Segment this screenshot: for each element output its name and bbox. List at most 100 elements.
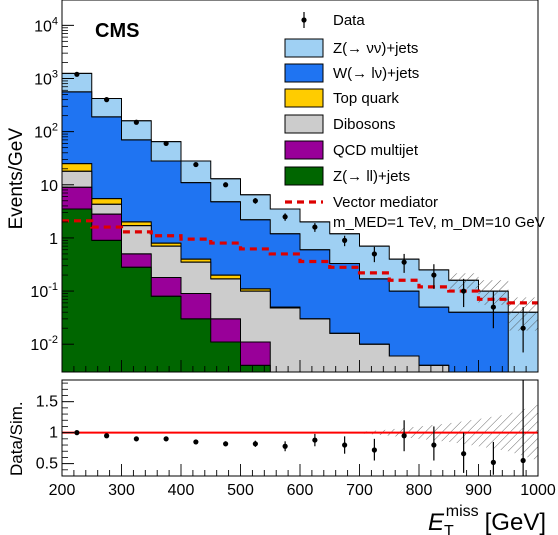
legend-entry-signal: Vector mediator m_MED=1 TeV, m_DM=10 GeV — [285, 194, 545, 231]
legend-label: Top quark — [333, 90, 399, 107]
signal-line — [62, 219, 538, 305]
ratio-marker — [371, 447, 377, 453]
data-points — [74, 71, 526, 353]
legend-entry: QCD multijet — [284, 140, 419, 160]
x-axis-label-sup: miss — [446, 503, 479, 520]
ratio-marker — [431, 442, 437, 448]
ratio-point — [193, 439, 199, 445]
ratio-marker — [74, 430, 80, 436]
y-tick-label: 10-2 — [30, 334, 58, 354]
data-marker — [223, 182, 229, 188]
ratio-point — [282, 441, 288, 452]
data-marker — [74, 71, 80, 77]
data-marker — [401, 259, 407, 265]
data-point — [252, 198, 258, 204]
legend-entry: W(→ lν)+jets — [284, 63, 419, 83]
data-marker — [282, 214, 288, 220]
data-point — [371, 246, 377, 263]
ratio-x-tick-label: 600 — [287, 482, 314, 499]
legend-label: Vector mediator — [333, 194, 438, 211]
data-marker — [193, 161, 199, 168]
data-marker — [104, 97, 110, 103]
ratio-x-tick-label: 900 — [465, 482, 492, 499]
legend-swatch — [284, 140, 324, 160]
ratio-point — [401, 420, 407, 452]
legend: Data Z(→ νν)+jets W(→ lν)+jets Top quark Dib… — [284, 12, 545, 231]
data-point — [520, 307, 526, 353]
ratio-y-axis: 0.5 1 1.5 — [36, 382, 74, 473]
y-tick-label: 104 — [34, 15, 58, 35]
ratio-point — [461, 432, 467, 473]
cms-label: CMS — [95, 20, 139, 42]
data-marker — [163, 140, 169, 147]
data-marker — [490, 304, 496, 310]
y-tick-label: 103 — [34, 68, 58, 88]
ratio-marker — [312, 437, 318, 443]
legend-entry: Dibosons — [284, 114, 396, 134]
ratio-y-tick-label: 0.5 — [36, 456, 58, 473]
legend-label: W(→ lν)+jets — [333, 65, 419, 82]
x-axis-label: ETmiss [GeV] — [428, 503, 546, 535]
main-x-ticks — [61, 360, 539, 372]
ratio-panel: 0.5 1 1.5 200 300 400 500 600 700 800 900 1000 Dat… — [7, 379, 556, 535]
ratio-marker — [520, 457, 526, 464]
ratio-points — [74, 380, 526, 476]
data-marker — [431, 272, 437, 278]
y-tick-label: 1 — [49, 231, 58, 248]
ratio-point — [133, 436, 139, 442]
ratio-point — [223, 441, 229, 447]
legend-entry: Z(→ ll)+jets — [284, 166, 410, 186]
ratio-point — [252, 440, 258, 447]
data-point — [342, 235, 348, 247]
data-point — [490, 291, 496, 329]
ratio-x-tick-label: 700 — [346, 482, 373, 499]
ratio-x-tick-label: 300 — [108, 482, 135, 499]
legend-label: QCD multijet — [333, 142, 419, 159]
stack-z-ll-jets — [62, 208, 538, 372]
ratio-point — [431, 426, 437, 461]
data-point — [282, 213, 288, 221]
ratio-x-tick-label: 500 — [227, 482, 254, 499]
ratio-marker — [193, 439, 199, 445]
data-point — [104, 97, 110, 103]
y-tick-label: 102 — [34, 122, 58, 142]
ratio-marker — [490, 459, 496, 465]
stack-histograms — [62, 72, 538, 372]
ratio-x-tick-label: 200 — [49, 482, 76, 499]
data-point — [461, 278, 467, 308]
x-axis-label-symbol: E — [428, 509, 445, 535]
legend-entry: Top quark — [284, 88, 399, 108]
ratio-marker — [252, 441, 258, 447]
ratio-point — [104, 433, 110, 439]
main-y-axis: 10-2 10-1 1 10 102 103 104 — [30, 15, 74, 354]
data-point — [193, 161, 199, 168]
ratio-marker — [461, 451, 467, 457]
ratio-y-tick-label: 1.5 — [36, 394, 58, 411]
data-point — [163, 140, 169, 147]
ratio-point — [342, 436, 348, 454]
ratio-marker — [282, 443, 288, 449]
legend-entry: Z(→ νν)+jets — [284, 38, 418, 58]
legend-swatch — [284, 38, 324, 58]
data-point — [223, 182, 229, 188]
data-point — [74, 71, 80, 77]
legend-label-line2: m_MED=1 TeV, m_DM=10 GeV — [333, 214, 545, 231]
ratio-x-axis: 200 300 400 500 600 700 800 900 1000 — [49, 464, 556, 499]
data-marker — [520, 325, 526, 331]
ratio-x-tick-label: 1000 — [520, 482, 556, 499]
data-marker — [252, 198, 258, 204]
legend-swatch — [284, 88, 324, 108]
signal-step-line — [62, 219, 538, 305]
ratio-marker — [223, 441, 229, 447]
ratio-marker — [163, 436, 169, 442]
legend-label: Z(→ ll)+jets — [333, 168, 410, 185]
ratio-point — [520, 380, 526, 476]
ratio-point — [163, 436, 169, 442]
data-marker — [371, 251, 377, 257]
main-panel: 10-2 10-1 1 10 102 103 104 CMS Events/GeV Data… — [6, 0, 545, 373]
x-axis-label-sub: T — [444, 523, 454, 535]
ratio-point — [312, 433, 318, 447]
ratio-y-tick-label: 1 — [49, 425, 58, 442]
ratio-marker — [133, 436, 139, 442]
